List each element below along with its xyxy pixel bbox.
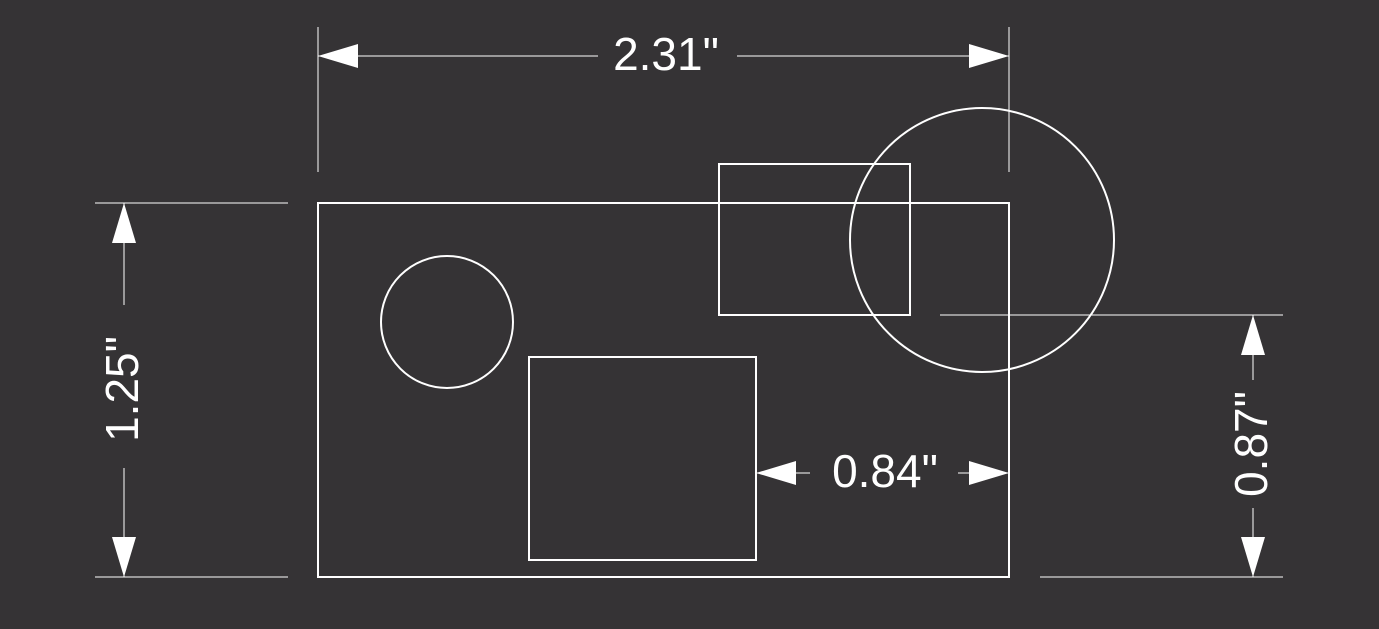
upper-rectangular-cutout <box>718 163 911 316</box>
extension-lines <box>95 27 1283 578</box>
small-hole <box>380 255 514 389</box>
large-circle <box>849 107 1115 373</box>
dim-right-offset-label: 0.84" <box>832 445 938 497</box>
dimension-circle-offset: 0.87" <box>1225 315 1277 577</box>
dim-overall-height-label: 1.25" <box>96 336 148 442</box>
dimension-overall-width: 2.31" <box>318 28 1009 80</box>
main-plate-outline <box>317 202 1010 578</box>
dimension-overall-height: 1.25" <box>96 203 148 577</box>
dim-overall-width-label: 2.31" <box>613 28 719 80</box>
lower-rectangular-cutout <box>528 356 757 561</box>
part-geometry <box>317 107 1115 578</box>
dimension-right-offset: 0.84" <box>756 445 1009 497</box>
dim-circle-offset-label: 0.87" <box>1225 391 1277 497</box>
